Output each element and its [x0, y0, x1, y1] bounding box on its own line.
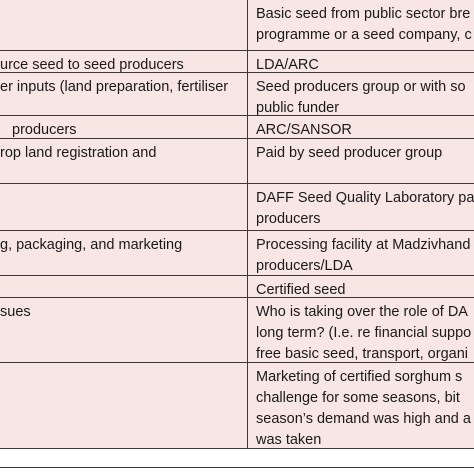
cell-text: producers/LDA — [256, 258, 353, 274]
table-row: Marketing of certified sorghum s challeng… — [0, 362, 474, 448]
table-row: DAFF Seed Quality Laboratory pa producers — [0, 183, 474, 230]
cell-text: producers — [256, 211, 321, 227]
cell-text: long term? (I.e. re financial suppo — [256, 325, 472, 341]
left-cell — [0, 363, 248, 448]
cell-text: Processing facility at Madzivhand — [256, 237, 471, 253]
cell-text: Who is taking over the role of DA — [256, 304, 468, 320]
cell-text: LDA/ARC — [256, 57, 319, 72]
left-cell: urce seed to seed producers — [0, 51, 248, 72]
right-cell: Seed producers group or with so public fu… — [249, 73, 474, 115]
cell-text: programme or a seed company, c — [256, 27, 472, 43]
cell-text: Paid by seed producer group — [256, 145, 443, 161]
cell-text: Basic seed from public sector bre — [256, 6, 471, 22]
cell-text: challenge for some seasons, bit — [256, 390, 460, 406]
left-cell — [0, 0, 248, 50]
right-cell: Paid by seed producer group — [249, 139, 474, 183]
left-cell: g, packaging, and marketing — [0, 231, 248, 275]
right-cell: Who is taking over the role of DA long te… — [249, 298, 474, 362]
cell-text: ARC/SANSOR — [256, 122, 352, 138]
table-row: Certified seed — [0, 275, 474, 297]
table-row: g, packaging, and marketing Processing fa… — [0, 230, 474, 275]
cell-text: public funder — [256, 100, 340, 115]
right-cell: Processing facility at Madzivhand produce… — [249, 231, 474, 275]
table-row: sues Who is taking over the role of DA lon… — [0, 297, 474, 362]
right-cell: LDA/ARC — [249, 51, 474, 72]
table-rule — [0, 448, 474, 449]
right-cell: Certified seed — [249, 276, 474, 297]
cell-text: g, packaging, and marketing — [0, 237, 183, 253]
left-cell: sues — [0, 298, 248, 362]
cell-text: rop land registration and — [0, 145, 157, 161]
left-cell: rop land registration and — [0, 139, 248, 183]
table-row: producers ARC/SANSOR — [0, 115, 474, 138]
cell-text: producers — [12, 122, 77, 138]
cell-text: season’s demand was high and a — [256, 411, 471, 427]
right-cell: Basic seed from public sector bre program… — [249, 0, 474, 50]
table-row: urce seed to seed producers LDA/ARC — [0, 50, 474, 72]
right-cell: ARC/SANSOR — [249, 116, 474, 138]
cell-text: Marketing of certified sorghum s — [256, 369, 463, 385]
cell-text: sues — [0, 304, 31, 320]
left-cell — [0, 184, 248, 230]
cell-text: Seed producers group or with so — [256, 79, 466, 95]
left-cell: producers — [0, 116, 248, 138]
cell-text: er inputs (land preparation, fertiliser — [0, 79, 229, 95]
table-rule — [0, 467, 474, 468]
cell-text: was taken — [256, 432, 322, 448]
cell-text: DAFF Seed Quality Laboratory pa — [256, 190, 474, 206]
cell-text: Certified seed — [256, 282, 346, 297]
cell-text: urce seed to seed producers — [0, 57, 184, 72]
right-cell: DAFF Seed Quality Laboratory pa producers — [249, 184, 474, 230]
left-cell: er inputs (land preparation, fertiliser — [0, 73, 248, 115]
cell-text: free basic seed, transport, organi — [256, 346, 468, 362]
left-cell — [0, 276, 248, 297]
table-row: rop land registration and Paid by seed pr… — [0, 138, 474, 183]
right-cell: Marketing of certified sorghum s challeng… — [249, 363, 474, 448]
table-row: er inputs (land preparation, fertiliser S… — [0, 72, 474, 115]
table-row: Basic seed from public sector bre program… — [0, 0, 474, 50]
